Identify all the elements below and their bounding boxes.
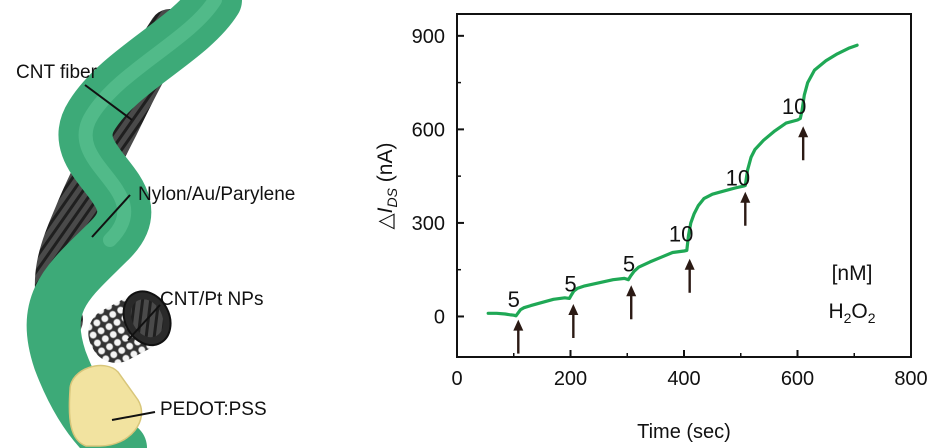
injection-arrowhead [684,258,695,270]
chart-marks: 5 5 5 10 10 10 [486,43,859,354]
y-tick-label: 600 [412,119,445,141]
concentration-label: 10 [782,94,806,119]
x-tick-label: 600 [781,368,814,390]
x-axis-label: Time (sec) [637,421,731,443]
label-pedot: PEDOT:PSS [160,399,267,420]
concentration-label: 10 [726,166,750,191]
y-axis-label-sub: DS [384,187,400,207]
concentration-label: 5 [508,287,520,312]
injection-arrowhead [626,285,637,297]
concentration-label: 10 [669,222,693,247]
label-cnt-fiber: CNT fiber [16,62,97,83]
inset-unit: [nM] [832,262,873,285]
axis-ticks: 0 200 400 600 800 0 300 600 900 [412,26,928,390]
y-tick-label: 900 [412,26,445,48]
y-axis-label: △IDS (nA) [374,143,400,230]
y-tick-label: 300 [412,213,445,235]
x-tick-label: 200 [554,368,587,390]
concentration-label: 5 [623,251,635,276]
label-nylon: Nylon/Au/Parylene [138,184,296,205]
x-tick-label: 0 [451,368,462,390]
inset-species: H2O2 [828,300,875,326]
y-tick-label: 0 [434,306,445,328]
injection-arrowhead [740,191,751,203]
y-axis-label-var: I [374,207,397,213]
injection-arrowhead [513,319,524,331]
injection-arrowhead [798,126,809,138]
leader-pedot [111,411,156,421]
injection-arrowhead [568,303,579,315]
y-axis-label-unit: (nA) [374,143,397,189]
x-tick-label: 400 [667,368,700,390]
y-axis-label-delta: △ [374,212,397,229]
series-line [486,43,859,318]
pedot-cap [68,364,143,447]
label-cnt-pt: CNT/Pt NPs [160,289,264,310]
concentration-label: 5 [564,272,576,297]
leader-nylon [91,194,131,238]
x-tick-label: 800 [894,368,927,390]
leader-cnt-pt [127,304,161,341]
fiber-illustration [26,0,242,448]
leader-cnt-fiber [84,84,133,121]
